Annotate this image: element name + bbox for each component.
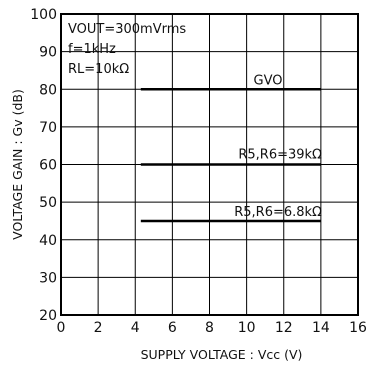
y-tick-label: 60 xyxy=(39,158,57,174)
y-tick-label: 30 xyxy=(39,270,57,286)
condition-note-1: f=1kHz xyxy=(68,42,116,57)
x-tick-label: 16 xyxy=(349,320,366,336)
x-tick-label: 4 xyxy=(131,320,140,336)
x-tick-label: 0 xyxy=(57,320,66,336)
y-tick-label: 80 xyxy=(39,82,57,98)
x-tick-label: 8 xyxy=(205,320,214,336)
y-tick-label: 40 xyxy=(39,233,57,249)
x-tick-label: 2 xyxy=(94,320,103,336)
condition-note-2: RL=10kΩ xyxy=(68,62,129,77)
condition-note-0: VOUT=300mVrms xyxy=(68,22,186,37)
condition-notes: VOUT=300mVrms f=1kHz RL=10kΩ xyxy=(68,22,186,77)
x-tick-label: 10 xyxy=(238,320,256,336)
y-tick-label: 100 xyxy=(30,7,57,23)
y-tick-label: 20 xyxy=(39,308,57,324)
series-labels: GVO R5,R6=39kΩ R5,R6=6.8kΩ xyxy=(234,73,322,220)
x-tick-label: 6 xyxy=(168,320,177,336)
x-tick-label: 12 xyxy=(275,320,293,336)
y-tick-label: 70 xyxy=(39,120,57,136)
y-axis-label: VOLTAGE GAIN : Gv (dB) xyxy=(10,89,25,240)
series-label-0: GVO xyxy=(254,73,283,88)
x-tick-label: 14 xyxy=(312,320,330,336)
series-lines xyxy=(140,88,321,223)
y-tick-label: 90 xyxy=(39,45,57,61)
y-tick-label: 50 xyxy=(39,195,57,211)
series-label-2: R5,R6=6.8kΩ xyxy=(234,205,322,220)
series-label-1: R5,R6=39kΩ xyxy=(238,148,322,163)
x-tick-labels: 0 2 4 6 8 10 12 14 16 xyxy=(57,320,366,336)
y-tick-labels: 20 30 40 50 60 70 80 90 100 xyxy=(30,7,57,324)
plot-frame xyxy=(60,13,359,316)
x-axis-label: SUPPLY VOLTAGE : Vcc (V) xyxy=(141,347,303,362)
